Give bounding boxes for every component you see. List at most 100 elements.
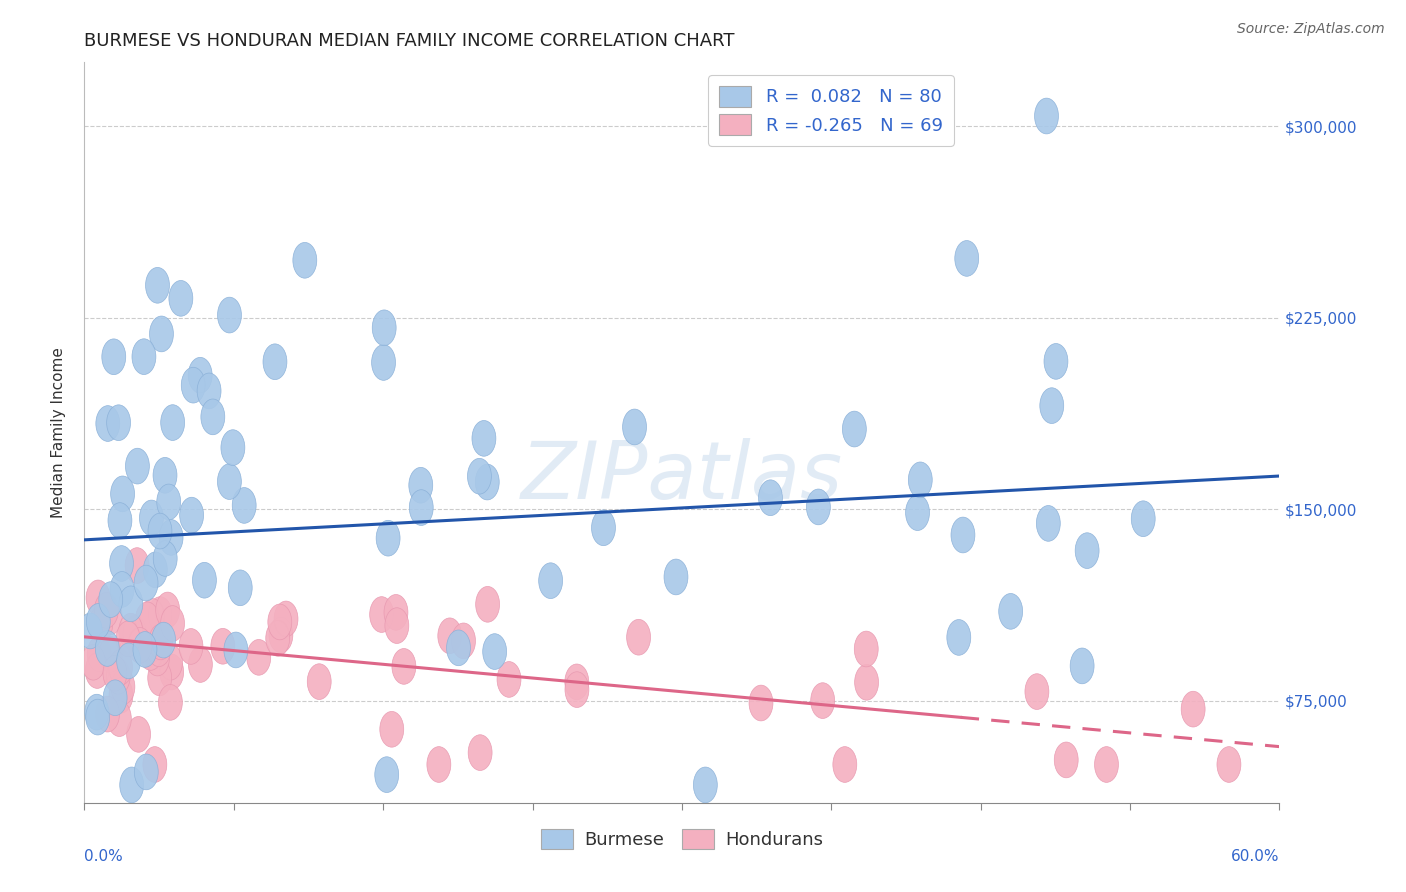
Ellipse shape [84,694,108,730]
Ellipse shape [467,458,491,494]
Ellipse shape [107,405,131,441]
Text: ZIPatlas: ZIPatlas [520,438,844,516]
Ellipse shape [1132,500,1156,537]
Ellipse shape [623,409,647,445]
Ellipse shape [117,643,141,679]
Ellipse shape [98,637,122,673]
Ellipse shape [156,484,180,520]
Ellipse shape [94,592,118,628]
Ellipse shape [758,480,782,516]
Ellipse shape [472,420,496,456]
Ellipse shape [146,268,170,303]
Ellipse shape [118,614,142,649]
Ellipse shape [1054,742,1078,778]
Ellipse shape [482,633,506,670]
Ellipse shape [447,630,471,665]
Ellipse shape [832,747,856,782]
Ellipse shape [375,756,399,792]
Ellipse shape [1218,747,1241,782]
Ellipse shape [269,617,292,653]
Ellipse shape [950,517,974,553]
Ellipse shape [218,464,242,500]
Ellipse shape [86,699,110,735]
Ellipse shape [201,399,225,434]
Ellipse shape [664,559,688,595]
Ellipse shape [908,462,932,498]
Ellipse shape [370,597,394,632]
Ellipse shape [380,712,404,747]
Ellipse shape [108,649,132,685]
Ellipse shape [427,747,451,782]
Ellipse shape [110,572,134,607]
Ellipse shape [103,656,127,691]
Ellipse shape [998,593,1022,629]
Ellipse shape [274,601,298,637]
Ellipse shape [188,358,212,393]
Ellipse shape [111,669,135,705]
Ellipse shape [538,563,562,599]
Ellipse shape [145,640,169,676]
Ellipse shape [139,500,163,536]
Ellipse shape [266,621,290,657]
Ellipse shape [1181,691,1205,727]
Ellipse shape [221,430,245,466]
Ellipse shape [197,373,221,409]
Ellipse shape [1035,98,1059,134]
Ellipse shape [149,624,173,660]
Text: Source: ZipAtlas.com: Source: ZipAtlas.com [1237,22,1385,37]
Ellipse shape [143,633,167,669]
Ellipse shape [135,754,159,789]
Ellipse shape [188,647,212,682]
Ellipse shape [224,632,247,668]
Ellipse shape [211,628,235,665]
Ellipse shape [308,664,332,699]
Ellipse shape [371,344,395,380]
Ellipse shape [152,623,176,658]
Ellipse shape [267,604,291,640]
Ellipse shape [392,648,416,684]
Ellipse shape [181,368,205,403]
Ellipse shape [101,339,125,375]
Ellipse shape [96,406,120,442]
Text: 60.0%: 60.0% [1232,849,1279,863]
Ellipse shape [110,546,134,582]
Ellipse shape [377,520,401,556]
Ellipse shape [1040,388,1064,424]
Ellipse shape [103,680,127,715]
Ellipse shape [437,618,461,654]
Ellipse shape [86,580,110,615]
Ellipse shape [565,672,589,707]
Ellipse shape [475,464,499,500]
Ellipse shape [179,629,202,665]
Ellipse shape [1076,533,1099,568]
Ellipse shape [384,594,408,631]
Ellipse shape [1025,673,1049,709]
Ellipse shape [409,467,433,503]
Ellipse shape [149,316,173,351]
Ellipse shape [143,747,167,782]
Ellipse shape [842,411,866,447]
Ellipse shape [125,548,149,583]
Legend: Burmese, Hondurans: Burmese, Hondurans [533,822,831,856]
Ellipse shape [1036,506,1060,541]
Ellipse shape [111,476,135,512]
Ellipse shape [498,662,522,698]
Ellipse shape [811,682,835,718]
Text: BURMESE VS HONDURAN MEDIAN FAMILY INCOME CORRELATION CHART: BURMESE VS HONDURAN MEDIAN FAMILY INCOME… [84,32,735,50]
Ellipse shape [263,344,287,380]
Ellipse shape [146,631,170,666]
Ellipse shape [160,606,184,641]
Ellipse shape [86,653,110,689]
Ellipse shape [807,489,831,524]
Ellipse shape [117,621,141,657]
Text: 0.0%: 0.0% [84,849,124,863]
Ellipse shape [565,664,589,699]
Ellipse shape [98,599,122,635]
Ellipse shape [120,586,143,622]
Ellipse shape [373,310,396,346]
Ellipse shape [135,602,159,638]
Ellipse shape [127,716,150,752]
Ellipse shape [107,701,131,737]
Ellipse shape [905,495,929,531]
Ellipse shape [855,632,879,667]
